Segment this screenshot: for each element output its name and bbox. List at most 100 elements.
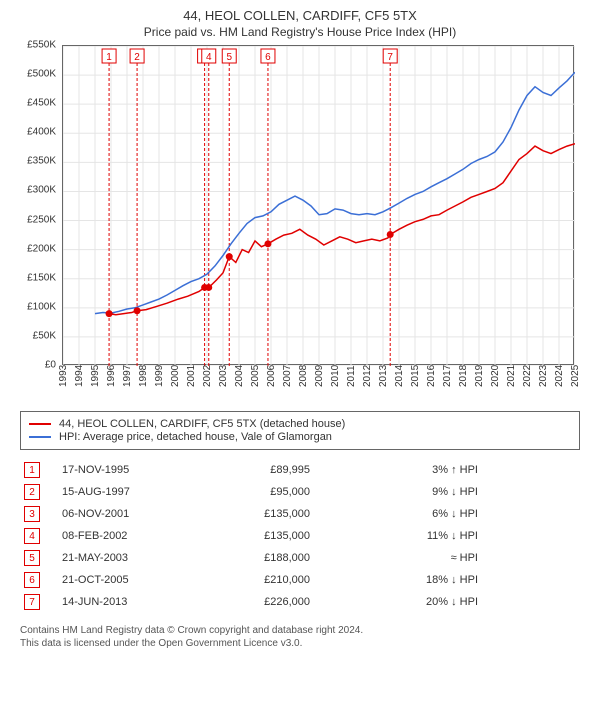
event-deviation: 20% ↓ HPI [328, 596, 478, 608]
x-tick-label: 2008 [298, 365, 309, 387]
event-marker: 3 [24, 506, 40, 522]
event-marker: 7 [24, 594, 40, 610]
x-tick-label: 1998 [138, 365, 149, 387]
event-marker: 5 [24, 550, 40, 566]
x-tick-label: 2019 [474, 365, 485, 387]
x-tick-label: 1994 [74, 365, 85, 387]
footer-line-2: This data is licensed under the Open Gov… [20, 637, 580, 650]
x-tick-label: 2002 [202, 365, 213, 387]
event-deviation: 18% ↓ HPI [328, 574, 478, 586]
event-row: 4 08-FEB-2002 £135,000 11% ↓ HPI [20, 528, 580, 544]
y-tick-label: £550K [27, 40, 56, 51]
event-deviation: 9% ↓ HPI [328, 486, 478, 498]
x-tick-label: 2023 [538, 365, 549, 387]
x-tick-label: 2006 [266, 365, 277, 387]
legend-series-2: HPI: Average price, detached house, Vale… [29, 431, 571, 443]
legend-swatch-2 [29, 436, 51, 438]
event-deviation: ≈ HPI [328, 552, 478, 564]
event-date: 17-NOV-1995 [62, 464, 212, 476]
x-tick-label: 2025 [570, 365, 581, 387]
event-row: 5 21-MAY-2003 £188,000 ≈ HPI [20, 550, 580, 566]
event-date: 21-MAY-2003 [62, 552, 212, 564]
page-title: 44, HEOL COLLEN, CARDIFF, CF5 5TX [10, 8, 590, 23]
event-price: £89,995 [220, 464, 320, 476]
x-tick-label: 1997 [122, 365, 133, 387]
svg-text:1: 1 [106, 52, 112, 63]
x-tick-label: 2010 [330, 365, 341, 387]
page-subtitle: Price paid vs. HM Land Registry's House … [10, 25, 590, 39]
y-axis-labels: £0£50K£100K£150K£200K£250K£300K£350K£400… [20, 45, 60, 365]
svg-text:6: 6 [265, 52, 271, 63]
x-tick-label: 1999 [154, 365, 165, 387]
svg-text:2: 2 [134, 52, 140, 63]
x-tick-label: 2009 [314, 365, 325, 387]
y-tick-label: £300K [27, 185, 56, 196]
x-tick-label: 2017 [442, 365, 453, 387]
x-tick-label: 2007 [282, 365, 293, 387]
event-marker: 1 [24, 462, 40, 478]
x-axis-labels: 1993199419951996199719981999200020012002… [62, 369, 574, 405]
event-price: £210,000 [220, 574, 320, 586]
event-row: 1 17-NOV-1995 £89,995 3% ↑ HPI [20, 462, 580, 478]
event-date: 06-NOV-2001 [62, 508, 212, 520]
y-tick-label: £0 [45, 360, 56, 371]
y-tick-label: £350K [27, 156, 56, 167]
x-tick-label: 2012 [362, 365, 373, 387]
legend-series-1: 44, HEOL COLLEN, CARDIFF, CF5 5TX (detac… [29, 418, 571, 430]
event-marker: 6 [24, 572, 40, 588]
plot-area: 1234567 [62, 45, 574, 365]
svg-text:4: 4 [206, 52, 212, 63]
footer: Contains HM Land Registry data © Crown c… [20, 624, 580, 650]
x-tick-label: 2013 [378, 365, 389, 387]
x-tick-label: 1995 [90, 365, 101, 387]
event-price: £135,000 [220, 508, 320, 520]
event-deviation: 11% ↓ HPI [328, 530, 478, 542]
x-tick-label: 2022 [522, 365, 533, 387]
x-tick-label: 2000 [170, 365, 181, 387]
y-tick-label: £200K [27, 243, 56, 254]
event-marker: 2 [24, 484, 40, 500]
event-date: 15-AUG-1997 [62, 486, 212, 498]
x-tick-label: 2011 [346, 365, 357, 387]
legend-swatch-1 [29, 423, 51, 425]
y-tick-label: £500K [27, 69, 56, 80]
x-tick-label: 2020 [490, 365, 501, 387]
x-tick-label: 2021 [506, 365, 517, 387]
y-tick-label: £400K [27, 127, 56, 138]
events-table: 1 17-NOV-1995 £89,995 3% ↑ HPI 2 15-AUG-1997 £… [20, 462, 580, 610]
y-tick-label: £150K [27, 272, 56, 283]
event-row: 3 06-NOV-2001 £135,000 6% ↓ HPI [20, 506, 580, 522]
legend: 44, HEOL COLLEN, CARDIFF, CF5 5TX (detac… [20, 411, 580, 450]
x-tick-label: 2005 [250, 365, 261, 387]
y-tick-label: £450K [27, 98, 56, 109]
x-tick-label: 2018 [458, 365, 469, 387]
x-tick-label: 1996 [106, 365, 117, 387]
event-price: £135,000 [220, 530, 320, 542]
x-tick-label: 2003 [218, 365, 229, 387]
legend-label-2: HPI: Average price, detached house, Vale… [59, 431, 332, 443]
event-row: 2 15-AUG-1997 £95,000 9% ↓ HPI [20, 484, 580, 500]
x-tick-label: 2014 [394, 365, 405, 387]
event-date: 21-OCT-2005 [62, 574, 212, 586]
event-row: 7 14-JUN-2013 £226,000 20% ↓ HPI [20, 594, 580, 610]
legend-label-1: 44, HEOL COLLEN, CARDIFF, CF5 5TX (detac… [59, 418, 345, 430]
x-tick-label: 2016 [426, 365, 437, 387]
event-deviation: 3% ↑ HPI [328, 464, 478, 476]
footer-line-1: Contains HM Land Registry data © Crown c… [20, 624, 580, 637]
y-tick-label: £250K [27, 214, 56, 225]
x-tick-label: 2004 [234, 365, 245, 387]
event-price: £188,000 [220, 552, 320, 564]
svg-text:5: 5 [226, 52, 232, 63]
event-marker: 4 [24, 528, 40, 544]
event-row: 6 21-OCT-2005 £210,000 18% ↓ HPI [20, 572, 580, 588]
event-price: £95,000 [220, 486, 320, 498]
x-tick-label: 2001 [186, 365, 197, 387]
event-date: 08-FEB-2002 [62, 530, 212, 542]
x-tick-label: 2015 [410, 365, 421, 387]
chart: £0£50K£100K£150K£200K£250K£300K£350K£400… [20, 45, 580, 405]
x-tick-label: 2024 [554, 365, 565, 387]
event-price: £226,000 [220, 596, 320, 608]
event-deviation: 6% ↓ HPI [328, 508, 478, 520]
event-date: 14-JUN-2013 [62, 596, 212, 608]
svg-text:7: 7 [387, 52, 393, 63]
